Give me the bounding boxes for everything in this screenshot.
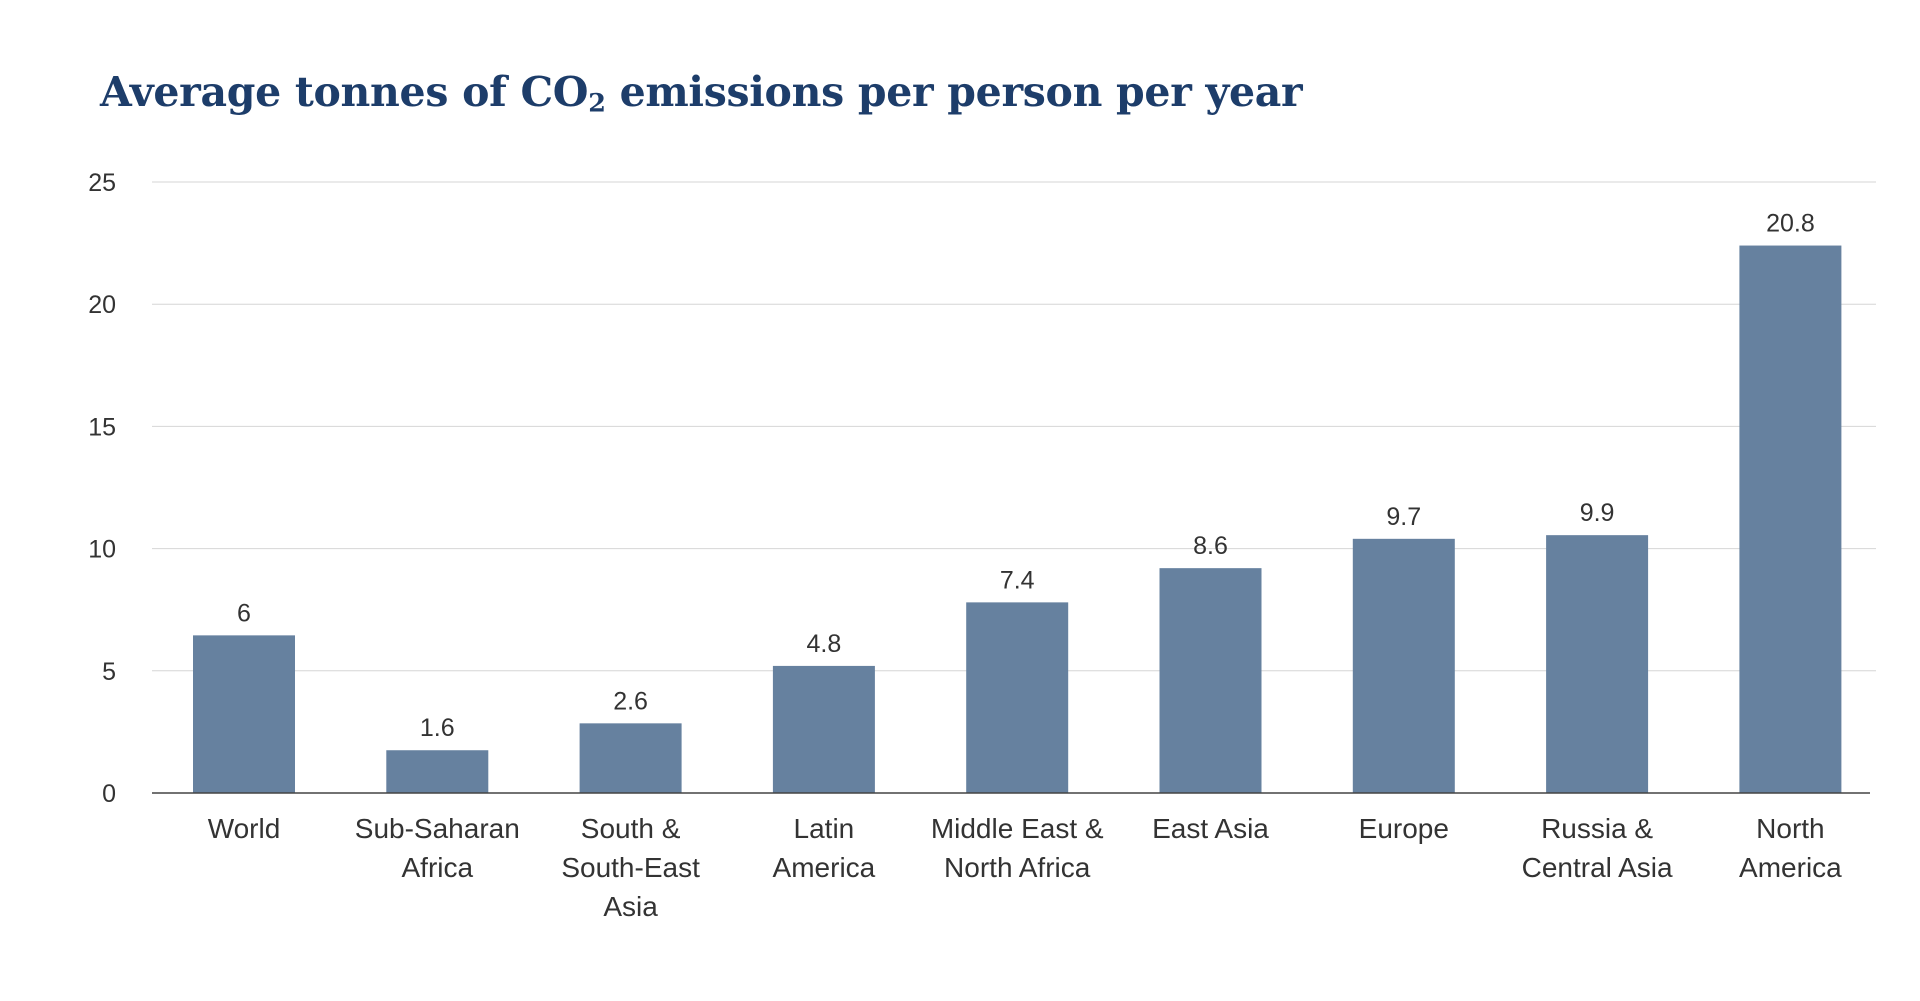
y-tick-label: 25 xyxy=(88,169,116,197)
y-tick-label: 0 xyxy=(102,780,116,808)
data-label: 7.4 xyxy=(1000,566,1035,594)
x-tick-label-line: World xyxy=(208,813,281,844)
chart-title: Average tonnes of CO2 emissions per pers… xyxy=(100,68,1303,118)
x-tick-label: Sub-Saharan Africa xyxy=(355,813,520,883)
x-tick-label-line: Africa xyxy=(402,852,474,883)
y-tick-label: 5 xyxy=(102,658,116,686)
bars-layer xyxy=(193,245,1842,793)
bar xyxy=(1546,535,1649,793)
x-tick-label-line: South & xyxy=(581,813,681,844)
x-tick-label-line: Russia & xyxy=(1541,813,1653,844)
data-label: 20.8 xyxy=(1766,210,1815,238)
bar xyxy=(386,750,489,793)
x-tick-label-line: Europe xyxy=(1359,813,1449,844)
bar xyxy=(1352,538,1455,793)
x-tick-label: Middle East & North Africa xyxy=(931,813,1104,883)
data-label: 4.8 xyxy=(807,630,842,658)
x-tick-label-line: South-East xyxy=(561,852,700,883)
x-tick-label: World xyxy=(208,813,281,844)
bar xyxy=(1159,568,1262,793)
data-label: 9.7 xyxy=(1386,503,1421,531)
x-tick-label-line: Central Asia xyxy=(1522,852,1673,883)
data-label: 8.6 xyxy=(1193,532,1228,560)
x-tick-label-line: North Africa xyxy=(944,852,1091,883)
x-tick-label: Latin America xyxy=(773,813,876,883)
data-label: 2.6 xyxy=(613,687,648,715)
bar xyxy=(193,635,295,793)
data-label: 6 xyxy=(237,599,251,627)
bar xyxy=(579,723,682,793)
bar xyxy=(772,665,875,793)
x-tick-label: North America xyxy=(1739,813,1842,883)
data-label: 9.9 xyxy=(1580,499,1615,527)
x-tick-label: East Asia xyxy=(1152,813,1269,844)
data-label: 1.6 xyxy=(420,714,455,742)
y-tick-label: 20 xyxy=(88,291,116,319)
x-tick-label-line: Latin xyxy=(794,813,855,844)
y-tick-label: 15 xyxy=(88,413,116,441)
x-tick-label: Europe xyxy=(1359,813,1449,844)
x-tick-label: Russia & Central Asia xyxy=(1522,813,1673,883)
title-subscript: 2 xyxy=(588,87,606,118)
y-tick-label: 10 xyxy=(88,536,116,564)
title-main: Average tonnes of CO xyxy=(100,68,589,116)
x-tick-label: South & South-East Asia xyxy=(561,813,700,922)
x-tick-label-line: America xyxy=(1739,852,1842,883)
x-tick-label-line: Asia xyxy=(603,891,658,922)
x-tick-label-line: America xyxy=(773,852,876,883)
x-tick-label-line: North xyxy=(1756,813,1824,844)
title-rest: emissions per person per year xyxy=(605,68,1303,116)
x-tick-label-line: Middle East & xyxy=(931,813,1104,844)
x-tick-label-line: East Asia xyxy=(1152,813,1269,844)
bar xyxy=(1739,245,1842,793)
x-tick-label-line: Sub-Saharan xyxy=(355,813,520,844)
bar xyxy=(966,602,1069,793)
